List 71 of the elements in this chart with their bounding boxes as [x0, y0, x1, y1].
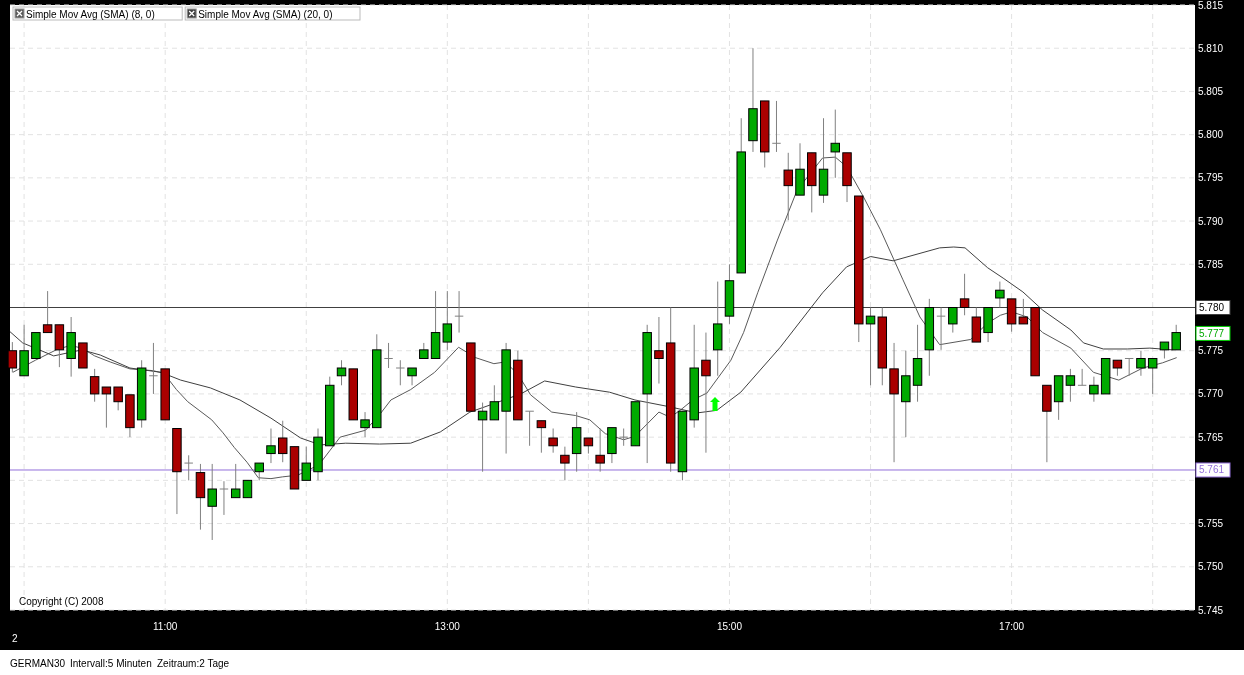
candlestick — [266, 428, 276, 464]
candlestick — [383, 342, 394, 369]
candlestick — [113, 386, 123, 411]
y-tick-label: 5.750 — [1198, 561, 1224, 573]
x-tick-label: 11:00 — [153, 621, 178, 632]
candlestick — [301, 446, 311, 481]
text: 2 — [12, 633, 18, 644]
text: GERMAN30 — [10, 658, 66, 669]
candlestick — [148, 342, 159, 395]
candlestick — [489, 384, 500, 421]
candlestick — [395, 359, 406, 386]
y-tick-label: 5.745 — [1198, 604, 1224, 616]
candlestick — [771, 100, 782, 153]
ref-line-label: 5.780 — [1199, 302, 1225, 313]
y-tick-label: 5.795 — [1198, 172, 1224, 184]
y-tick-label: 5.805 — [1198, 85, 1224, 97]
y-tick-label: 5.765 — [1198, 431, 1224, 443]
candlestick — [536, 420, 547, 454]
y-tick-label: 5.770 — [1198, 388, 1224, 400]
candlestick — [1124, 357, 1134, 377]
legend-label: Simple Mov Avg (SMA) (8, 0) — [26, 8, 155, 20]
candlestick — [454, 290, 464, 334]
y-tick-label: 5.755 — [1198, 518, 1224, 530]
candlestick — [959, 273, 970, 316]
y-tick-label: 5.790 — [1198, 215, 1224, 227]
legend-label: Simple Mov Avg (SMA) (20, 0) — [198, 8, 333, 20]
x-tick-label: 17:00 — [999, 621, 1025, 632]
candlestick — [336, 359, 347, 386]
candlestick — [654, 316, 664, 385]
candlestick — [1018, 298, 1029, 325]
y-tick-label: 5.775 — [1198, 345, 1224, 357]
candlestick — [783, 152, 793, 221]
candlestick — [89, 368, 100, 403]
text: Zeitraum:2 Tage — [157, 658, 230, 669]
candlestick — [1147, 357, 1158, 395]
candlestick — [1089, 376, 1099, 403]
candlestick — [407, 367, 417, 386]
candlestick — [548, 428, 558, 454]
text: Intervall:5 Minuten — [70, 658, 152, 669]
candlestick — [524, 410, 535, 447]
candlestick — [865, 307, 876, 386]
candlestick — [278, 420, 288, 463]
ref-line-label: 5.761 — [1199, 464, 1225, 476]
x-tick-label: 15:00 — [716, 621, 743, 632]
candlestick — [183, 454, 194, 481]
candlestick — [101, 386, 112, 429]
y-tick-label: 5.800 — [1198, 129, 1224, 141]
candlestick — [830, 109, 840, 179]
y-tick-label: 5.785 — [1198, 258, 1224, 270]
candlestick — [442, 290, 453, 351]
candlestick — [701, 332, 711, 454]
annotation: 5.777 — [1199, 327, 1225, 339]
x-tick-label: 13:00 — [434, 621, 461, 632]
y-tick-label: 5.810 — [1198, 42, 1224, 54]
candlestick — [1171, 324, 1181, 351]
candlestick — [560, 446, 570, 481]
candlestick — [995, 281, 1005, 308]
candlestick — [219, 480, 229, 516]
candlestick — [477, 402, 488, 473]
candlestick — [948, 307, 958, 334]
annotation: Copyright (C) 2008 — [19, 596, 104, 607]
candlestick — [207, 463, 217, 541]
y-tick-label: 5.815 — [1198, 0, 1224, 11]
candlestick — [936, 307, 946, 351]
candlestick — [7, 341, 18, 373]
candlestick — [1077, 368, 1087, 386]
candlestick — [595, 428, 605, 473]
candlestick — [1136, 350, 1146, 377]
candlestick — [230, 463, 241, 499]
candlestick — [1065, 368, 1076, 403]
candlestick — [360, 411, 370, 438]
